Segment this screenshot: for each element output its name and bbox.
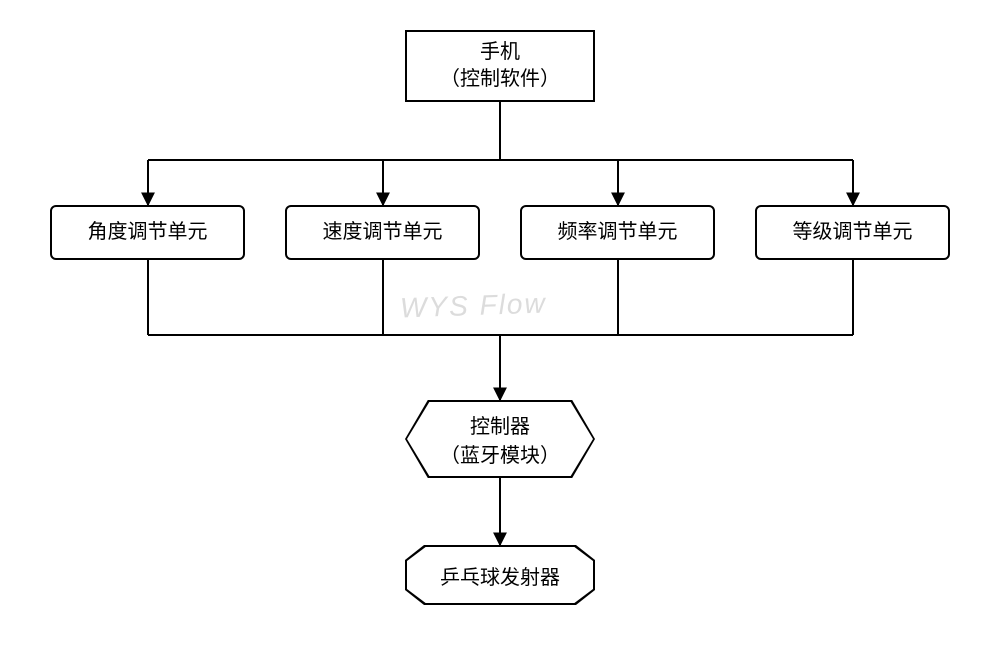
- node-freq-unit: 频率调节单元: [520, 205, 715, 260]
- node-speed-unit: 速度调节单元: [285, 205, 480, 260]
- node-freq-label: 频率调节单元: [558, 219, 678, 246]
- node-launcher: 乒乓球发射器: [405, 545, 595, 605]
- node-controller-line2: （蓝牙模块）: [440, 439, 560, 468]
- node-angle-unit: 角度调节单元: [50, 205, 245, 260]
- flowchart-canvas: WYS Flow 手机 （控制软件） 角度调节单元 速度调节单元 频率调节单元 …: [0, 0, 1000, 656]
- node-phone-line1: 手机: [480, 39, 520, 66]
- node-phone: 手机 （控制软件）: [405, 30, 595, 102]
- node-phone-line2: （控制软件）: [440, 66, 560, 93]
- node-angle-label: 角度调节单元: [88, 219, 208, 246]
- node-launcher-label: 乒乓球发射器: [440, 561, 560, 590]
- watermark: WYS Flow: [399, 287, 547, 324]
- node-controller: 控制器 （蓝牙模块）: [405, 400, 595, 478]
- node-level-unit: 等级调节单元: [755, 205, 950, 260]
- node-level-label: 等级调节单元: [793, 219, 913, 246]
- node-speed-label: 速度调节单元: [323, 219, 443, 246]
- node-controller-line1: 控制器: [470, 410, 530, 439]
